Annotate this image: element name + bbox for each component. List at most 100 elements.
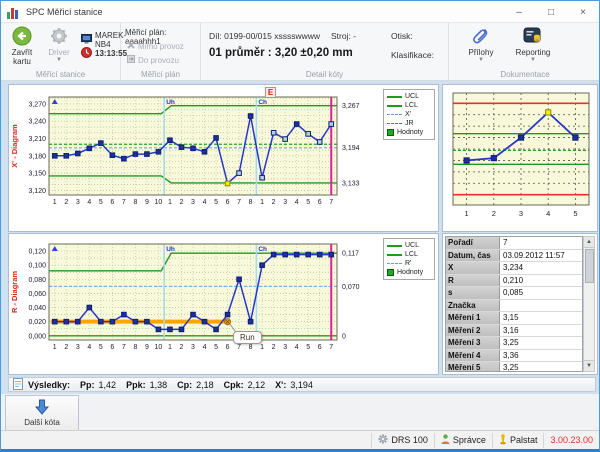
svg-text:5: 5 xyxy=(99,344,103,351)
cpk-value: 2,12 xyxy=(248,380,266,390)
sample-detail-table: Pořadí7Datum, čas03.09.2012 11:57X3,234R… xyxy=(445,236,583,372)
last-values-chart[interactable]: 12345 xyxy=(443,85,597,231)
row-label: X xyxy=(446,262,500,274)
svg-text:0,060: 0,060 xyxy=(28,291,46,298)
r-chart[interactable]: UhCh0,0000,0200,0400,0600,0800,1000,1200… xyxy=(9,234,438,374)
statue-icon xyxy=(499,434,507,447)
svg-text:3: 3 xyxy=(76,199,80,206)
row-value: 3,25 xyxy=(500,362,582,372)
x-icon xyxy=(127,41,135,51)
row-label: Měření 4 xyxy=(446,350,500,362)
row-value xyxy=(500,300,582,312)
out-of-service-label: Mimo provoz xyxy=(138,42,184,51)
svg-text:X' - Diagram: X' - Diagram xyxy=(10,124,19,168)
table-row[interactable]: Značka xyxy=(446,300,582,313)
svg-text:6: 6 xyxy=(226,344,230,351)
user-icon xyxy=(441,434,450,446)
legend-item: UCL xyxy=(387,92,431,101)
row-value: 3,15 xyxy=(500,312,582,324)
svg-text:1: 1 xyxy=(168,344,172,351)
out-of-service-button[interactable]: Mimo provoz xyxy=(127,41,184,51)
driver-button[interactable]: Driver ▼ xyxy=(43,26,75,64)
close-tab-button[interactable]: Zavřít kartu xyxy=(3,26,41,66)
row-label: Měření 2 xyxy=(446,325,500,337)
dropdown-caret-icon: ▼ xyxy=(507,57,559,64)
svg-text:5: 5 xyxy=(306,344,310,351)
error-flag-icon[interactable]: E xyxy=(265,87,276,98)
scroll-up-icon[interactable]: ▲ xyxy=(584,237,594,248)
values-chart-panel: 12345 xyxy=(442,84,598,232)
next-dimension-label: Další kóta xyxy=(24,418,60,427)
svg-text:3,267: 3,267 xyxy=(342,103,360,110)
attachments-label: Přílohy xyxy=(469,48,494,57)
svg-text:3,150: 3,150 xyxy=(28,171,46,178)
table-row[interactable]: Měření 13,15 xyxy=(446,312,582,325)
svg-text:0: 0 xyxy=(342,333,346,340)
svg-text:0,020: 0,020 xyxy=(28,319,46,326)
svg-text:3,180: 3,180 xyxy=(28,153,46,160)
svg-text:4: 4 xyxy=(295,344,299,351)
legend-label: Hodnoty xyxy=(397,129,423,136)
row-value: 3,36 xyxy=(500,350,582,362)
maximize-button[interactable]: □ xyxy=(535,1,567,23)
svg-text:0,070: 0,070 xyxy=(342,284,360,291)
table-row[interactable]: Měření 23,16 xyxy=(446,325,582,338)
svg-text:2: 2 xyxy=(64,344,68,351)
user-label: Správce xyxy=(453,435,486,445)
next-dimension-button[interactable]: Další kóta xyxy=(5,395,79,431)
row-label: Měření 5 xyxy=(446,362,500,372)
table-row[interactable]: R0,210 xyxy=(446,275,582,288)
legend-sample-icon xyxy=(387,114,402,115)
table-row[interactable]: Datum, čas03.09.2012 11:57 xyxy=(446,250,582,263)
results-label: Výsledky: xyxy=(28,380,70,390)
row-value: 03.09.2012 11:57 xyxy=(500,250,582,262)
svg-text:4: 4 xyxy=(295,199,299,206)
svg-text:3: 3 xyxy=(283,199,287,206)
machine-label: Stroj: - xyxy=(331,31,356,41)
gear-icon xyxy=(43,26,75,46)
brand-label: Palstat xyxy=(510,435,538,445)
table-scrollbar[interactable]: ▲ ▼ xyxy=(583,236,595,372)
minimize-button[interactable]: – xyxy=(503,1,535,23)
svg-text:6: 6 xyxy=(226,199,230,206)
table-row[interactable]: Měření 33,25 xyxy=(446,337,582,350)
in-service-button[interactable]: Do provozu xyxy=(127,55,179,65)
svg-text:1: 1 xyxy=(168,199,172,206)
svg-text:2: 2 xyxy=(180,344,184,351)
close-tab-label: Zavřít kartu xyxy=(12,48,32,66)
close-button[interactable]: × xyxy=(567,1,599,23)
table-row[interactable]: Pořadí7 xyxy=(446,237,582,250)
app-icon xyxy=(7,5,21,19)
svg-text:6: 6 xyxy=(110,199,114,206)
svg-text:1: 1 xyxy=(53,344,57,351)
svg-text:Ch: Ch xyxy=(258,99,267,106)
group-label: Dokumentace xyxy=(449,70,600,79)
table-row[interactable]: X3,234 xyxy=(446,262,582,275)
svg-text:5: 5 xyxy=(99,199,103,206)
legend-label: R' xyxy=(405,260,411,267)
reporting-button[interactable]: Reporting ▼ xyxy=(507,26,559,64)
ppk-value: 1,38 xyxy=(150,380,168,390)
gear-icon xyxy=(378,434,388,446)
table-row[interactable]: Měření 53,25 xyxy=(446,362,582,372)
scroll-down-icon[interactable]: ▼ xyxy=(584,360,594,371)
svg-text:4: 4 xyxy=(203,344,207,351)
svg-text:1: 1 xyxy=(260,199,264,206)
attachments-button[interactable]: Přílohy ▼ xyxy=(459,26,503,64)
row-value: 0,210 xyxy=(500,275,582,287)
legend-sample-icon xyxy=(387,96,402,98)
group-dokumentace: Přílohy ▼ Reporting ▼ Dokumentace xyxy=(449,23,600,80)
sample-detail-panel: Pořadí7Datum, čas03.09.2012 11:57X3,234R… xyxy=(442,233,598,375)
svg-text:8: 8 xyxy=(133,199,137,206)
table-row[interactable]: s0,085 xyxy=(446,287,582,300)
legend-item: UCL xyxy=(387,241,431,250)
legend-sample-icon xyxy=(387,123,402,124)
svg-text:0,080: 0,080 xyxy=(28,277,46,284)
table-row[interactable]: Měření 43,36 xyxy=(446,350,582,363)
cp-label: Cp: xyxy=(177,380,192,390)
scrollbar-thumb[interactable] xyxy=(585,249,594,283)
group-merici-stanice: Zavřít kartu Driver ▼ MAREK-NB4 xyxy=(1,23,121,80)
svg-text:R - Diagram: R - Diagram xyxy=(10,271,19,313)
svg-text:2: 2 xyxy=(492,209,496,218)
xbar-chart[interactable]: UhCh3,1203,1503,1803,2103,2403,2703,2673… xyxy=(9,85,438,231)
